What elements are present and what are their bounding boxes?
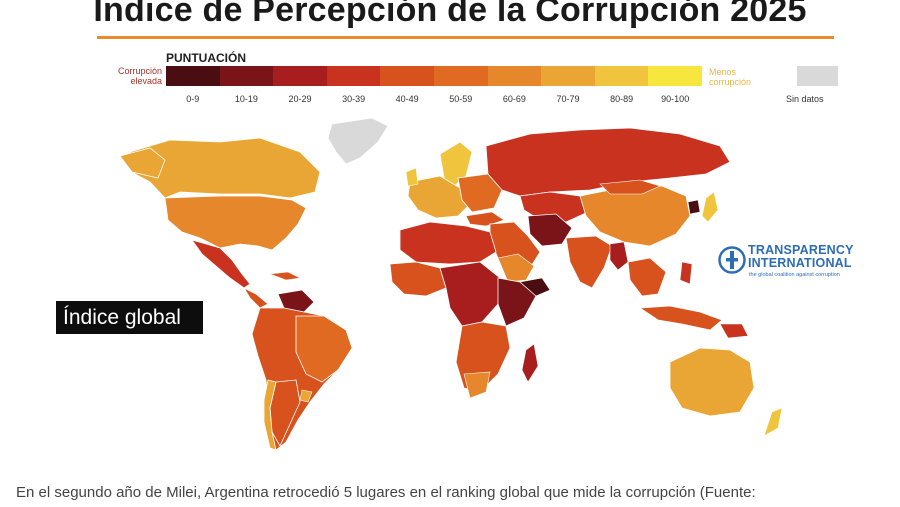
region-central-asia bbox=[519, 191, 589, 223]
title-underline bbox=[97, 36, 834, 39]
legend-swatch-70-79 bbox=[541, 66, 595, 86]
region-central-america bbox=[242, 287, 269, 309]
region-usa bbox=[164, 195, 307, 251]
logo-name-line2: INTERNATIONAL bbox=[748, 256, 852, 270]
region-japan bbox=[701, 191, 719, 223]
logo-name-line1: TRANSPARENCY bbox=[748, 243, 854, 257]
region-papua bbox=[719, 323, 749, 339]
legend-range-labels: 0-9 10-19 20-29 30-39 40-49 50-59 60-69 70-79 80… bbox=[166, 94, 702, 108]
globe-icon bbox=[718, 246, 746, 274]
region-caribbean bbox=[269, 271, 301, 281]
region-mongolia bbox=[599, 179, 661, 195]
legend-range-label: 30-39 bbox=[342, 94, 366, 104]
legend-low-line1: Menos bbox=[709, 67, 737, 77]
region-indonesia bbox=[638, 305, 723, 331]
logo-name: TRANSPARENCY INTERNATIONAL bbox=[748, 244, 854, 270]
region-greenland bbox=[327, 117, 389, 165]
legend-high-line1: Corrupción bbox=[117, 66, 162, 76]
world-map bbox=[119, 117, 783, 451]
legend-range-label: 70-79 bbox=[556, 94, 580, 104]
region-new-zealand bbox=[763, 407, 783, 437]
region-madagascar bbox=[521, 343, 539, 383]
region-mexico bbox=[191, 239, 251, 289]
region-west-africa bbox=[389, 261, 447, 297]
global-index-badge: Índice global bbox=[56, 301, 203, 334]
legend-range-label: 50-59 bbox=[449, 94, 473, 104]
legend-swatch-0-9 bbox=[166, 66, 220, 86]
legend-swatch-60-69 bbox=[487, 66, 542, 86]
region-philippines bbox=[679, 261, 693, 285]
image-caption: En el segundo año de Milei, Argentina re… bbox=[16, 484, 756, 501]
legend-swatch-90-100 bbox=[648, 66, 702, 86]
region-north-africa bbox=[399, 221, 497, 265]
region-chile bbox=[263, 379, 277, 451]
legend-color-scale bbox=[166, 66, 702, 86]
region-india bbox=[565, 235, 613, 289]
legend-no-data-swatch bbox=[797, 66, 838, 86]
region-iran-afghanistan bbox=[527, 213, 573, 247]
logo-tagline: the global coalition against corruption bbox=[749, 272, 840, 278]
legend-range-label: 90-100 bbox=[661, 94, 690, 104]
legend-range-label: 80-89 bbox=[610, 94, 634, 104]
region-north-korea bbox=[687, 199, 701, 215]
region-uk bbox=[405, 167, 419, 187]
region-russia bbox=[485, 127, 731, 197]
map-title: Índice de Percepción de la Corrupción 20… bbox=[93, 0, 807, 29]
region-south-africa bbox=[463, 371, 491, 399]
legend-swatch-10-19 bbox=[219, 66, 274, 86]
region-arabia bbox=[497, 253, 535, 283]
region-southeast-asia bbox=[627, 257, 667, 297]
legend-swatch-40-49 bbox=[380, 66, 434, 86]
legend-high-line2: elevada bbox=[130, 76, 162, 86]
region-turkey bbox=[465, 211, 505, 227]
legend-heading: PUNTUACIÓN bbox=[166, 51, 246, 65]
region-canada bbox=[129, 137, 321, 199]
region-myanmar bbox=[609, 241, 629, 271]
legend-range-label: 60-69 bbox=[502, 94, 526, 104]
region-australia bbox=[669, 347, 755, 417]
legend-swatch-30-39 bbox=[326, 66, 381, 86]
legend-range-label: 10-19 bbox=[234, 94, 258, 104]
region-horn-of-africa bbox=[519, 277, 551, 297]
region-uruguay bbox=[299, 389, 313, 403]
transparency-international-logo: TRANSPARENCY INTERNATIONAL the global co… bbox=[718, 244, 868, 284]
legend-range-label: 40-49 bbox=[395, 94, 419, 104]
legend-high-corruption-label: Corrupción elevada bbox=[106, 66, 162, 86]
region-alaska bbox=[119, 147, 166, 179]
region-western-europe bbox=[407, 175, 471, 219]
legend-swatch-20-29 bbox=[273, 66, 327, 86]
legend-swatch-80-89 bbox=[594, 66, 649, 86]
legend-range-label: 0-9 bbox=[186, 94, 200, 104]
legend-no-data-label: Sin datos bbox=[786, 94, 824, 104]
region-central-africa bbox=[439, 261, 501, 327]
legend-low-line2: corrupción bbox=[709, 77, 752, 87]
legend-range-label: 20-29 bbox=[288, 94, 312, 104]
region-venezuela bbox=[277, 289, 315, 313]
legend-swatch-50-59 bbox=[433, 66, 488, 86]
legend-low-corruption-label: Menos corrupción bbox=[709, 67, 779, 87]
region-brazil bbox=[295, 315, 353, 383]
